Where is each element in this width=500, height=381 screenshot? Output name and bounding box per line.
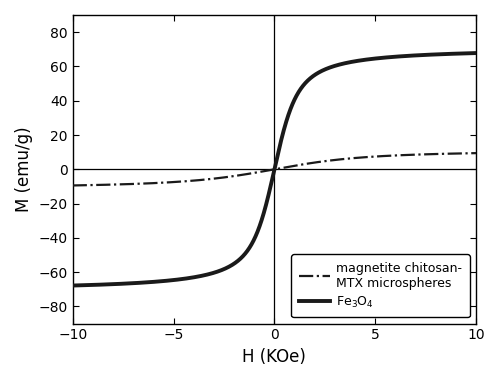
Legend: magnetite chitosan-
MTX microspheres, Fe$_3$O$_4$: magnetite chitosan- MTX microspheres, Fe…	[292, 254, 470, 317]
X-axis label: H (KOe): H (KOe)	[242, 348, 306, 366]
Y-axis label: M (emu/g): M (emu/g)	[15, 126, 33, 212]
